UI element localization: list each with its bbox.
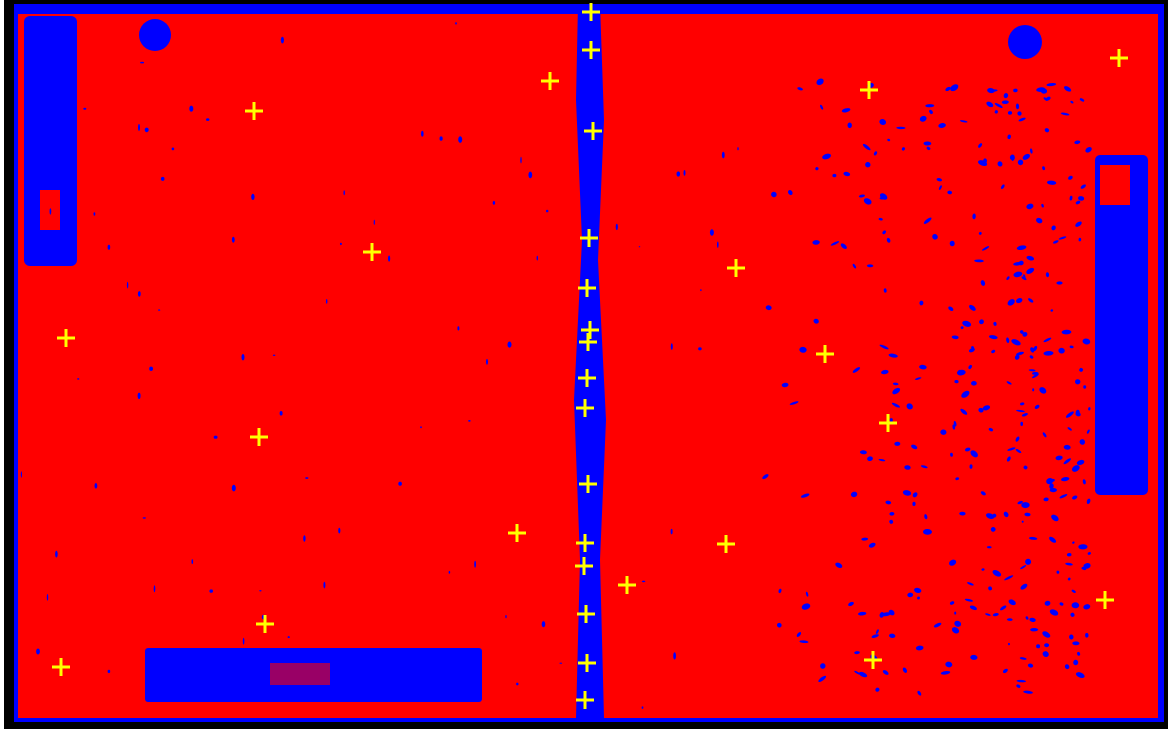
speckle <box>228 653 231 658</box>
speckle <box>161 177 165 181</box>
speckle <box>338 528 340 534</box>
speckle <box>149 367 153 371</box>
speckle <box>468 420 471 422</box>
segmentation-view <box>0 0 1173 729</box>
speckle <box>710 229 714 235</box>
speckle <box>158 309 160 310</box>
center-stripe <box>574 4 606 718</box>
speckle <box>344 190 345 195</box>
speckle <box>232 237 235 243</box>
speckle <box>508 342 512 348</box>
speckle <box>145 128 149 133</box>
speckle <box>677 171 681 176</box>
right-bar <box>1095 155 1148 495</box>
speckle <box>273 355 276 356</box>
speckle <box>95 483 98 489</box>
speckle <box>474 561 476 568</box>
speckle <box>326 299 327 304</box>
speckle <box>457 326 459 330</box>
speckle <box>108 245 111 250</box>
speckle <box>281 37 284 44</box>
speckle <box>546 210 548 213</box>
speckle <box>671 529 673 534</box>
speckle <box>449 571 451 574</box>
speckle <box>251 194 254 200</box>
speckle <box>127 282 128 289</box>
speckle <box>303 535 305 541</box>
speckle <box>700 289 701 291</box>
speckle <box>486 359 488 365</box>
speckle <box>138 291 141 297</box>
speckle <box>192 559 194 564</box>
right-bar-detail <box>1100 165 1130 205</box>
speckle <box>516 683 518 686</box>
speckle <box>172 148 175 151</box>
speckle <box>243 638 245 645</box>
hole-right <box>1008 25 1042 59</box>
speckle <box>143 517 146 518</box>
speckle <box>642 706 644 709</box>
speckle <box>323 582 325 589</box>
speckle <box>36 649 40 655</box>
speckle <box>138 124 140 131</box>
speckle <box>673 652 676 659</box>
speckle <box>242 354 245 360</box>
speckle <box>717 242 719 248</box>
speckle <box>578 129 580 131</box>
speckle <box>158 683 161 688</box>
speckle <box>288 636 290 638</box>
speckle <box>722 152 725 159</box>
speckle <box>420 426 422 428</box>
speckle <box>94 212 96 215</box>
speckle <box>374 220 375 225</box>
speckle <box>559 663 562 664</box>
speckle <box>77 378 79 380</box>
speckle <box>388 256 390 262</box>
speckle <box>455 22 457 24</box>
top-strip <box>70 4 1155 14</box>
speckle <box>671 343 673 350</box>
speckle <box>616 224 618 230</box>
speckle <box>189 106 193 112</box>
hole-left <box>139 19 171 51</box>
speckle <box>684 170 686 176</box>
speckle <box>280 411 283 416</box>
speckle <box>528 172 532 179</box>
speckle <box>209 589 213 592</box>
speckle <box>698 347 702 350</box>
speckle <box>53 101 56 105</box>
speckle <box>440 136 443 140</box>
speckle <box>154 585 156 592</box>
speckle <box>1020 422 1023 426</box>
speckle <box>108 670 111 673</box>
speckle <box>138 393 141 399</box>
speckle <box>259 590 261 591</box>
speckle <box>340 243 342 245</box>
speckle <box>21 471 22 477</box>
speckle <box>642 581 645 583</box>
speckle <box>232 485 236 492</box>
speckle <box>305 477 308 479</box>
speckle <box>458 136 462 143</box>
speckle <box>224 674 227 675</box>
speckle <box>50 208 52 214</box>
speckle <box>520 157 521 164</box>
speckle <box>639 246 640 247</box>
speckle <box>1032 388 1034 391</box>
speckle <box>737 147 738 150</box>
speckle <box>206 118 209 121</box>
page: {} (() => { const data = JSON.parse(docu… <box>0 0 1173 729</box>
speckle <box>505 615 506 618</box>
speckle <box>55 551 58 558</box>
speckle <box>214 436 218 439</box>
speckle <box>83 108 86 110</box>
speckle <box>542 621 546 627</box>
speckle <box>421 131 424 137</box>
speckle <box>140 62 144 64</box>
speckle <box>493 201 495 205</box>
bottom-bar-detail <box>270 663 330 685</box>
speckle <box>398 482 402 486</box>
speckle <box>47 594 48 601</box>
speckle <box>537 256 538 261</box>
